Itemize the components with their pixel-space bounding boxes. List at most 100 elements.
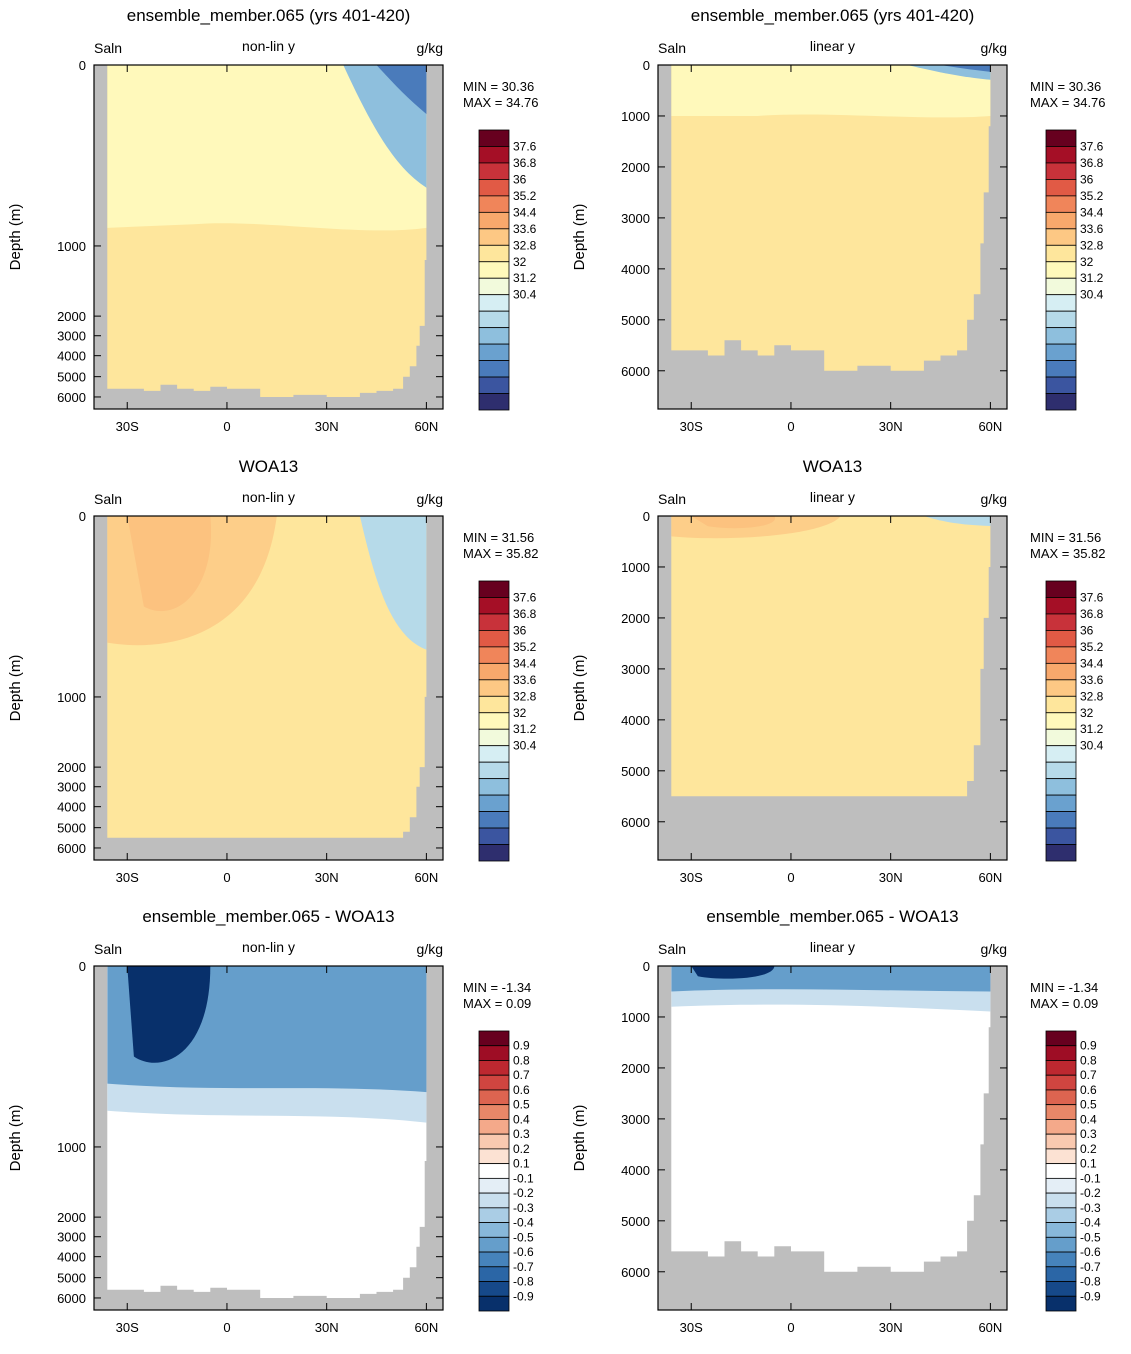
colorbar-bin: [478, 662, 510, 681]
colorbar-label: 0.8: [1080, 1053, 1097, 1067]
max-label: MAX = 34.76: [463, 95, 539, 110]
colorbar-label: -0.3: [513, 1201, 534, 1215]
max-label: MAX = 0.09: [463, 996, 531, 1011]
colorbar-bin: [1045, 811, 1077, 829]
ocean-region: [664, 65, 991, 371]
colorbar-bin: [478, 1192, 510, 1209]
colorbar-bin: [478, 277, 510, 296]
y-tick-label: 4000: [621, 713, 650, 728]
units-label: g/kg: [417, 491, 443, 507]
colorbar: 37.6 36.8 36 35.2 34.4 33.6 32.8 32 31.2 30.4: [478, 129, 537, 411]
colorbar-label: -0.3: [1080, 1201, 1101, 1215]
colorbar-label: 0.4: [1080, 1112, 1097, 1126]
colorbar-label: 32: [513, 706, 527, 720]
colorbar-bin: [478, 244, 510, 263]
x-tick-label: 60N: [978, 870, 1002, 885]
colorbar-label: 36: [1080, 172, 1094, 186]
panel-1-0: 0 1000 2000 3000 4000 5000 6000 30S 0 30N 60N WOA13…: [7, 457, 539, 885]
x-tick-label: 30S: [680, 870, 703, 885]
axis-scale-label: linear y: [810, 489, 855, 505]
colorbar-bin: [478, 597, 510, 615]
colorbar-bin: [478, 1266, 510, 1282]
colorbar-label: 34.4: [1080, 205, 1104, 219]
section-field: [94, 966, 443, 1310]
colorbar-label: 37.6: [1080, 139, 1104, 153]
x-tick-label: 0: [787, 419, 794, 434]
colorbar-label: 36.8: [513, 607, 537, 621]
ocean-region: [100, 516, 427, 838]
panel-1-1: 0 1000 2000 3000 4000 5000 6000 30S 0 30N 60N WOA13…: [571, 457, 1106, 885]
ocean-region: [100, 966, 427, 1298]
colorbar-label: 32.8: [1080, 689, 1104, 703]
colorbar-bin: [478, 728, 510, 747]
x-tick-label: 0: [787, 1320, 794, 1335]
panel-title: ensemble_member.065 - WOA13: [142, 907, 394, 926]
colorbar-bin: [1045, 844, 1077, 862]
colorbar-bin: [478, 1089, 510, 1106]
colorbar-label: -0.4: [513, 1216, 534, 1230]
colorbar-label: 36: [513, 623, 527, 637]
colorbar-label: 0.9: [1080, 1039, 1097, 1053]
colorbar-label: 32.8: [1080, 238, 1104, 252]
x-tick-label: 30N: [879, 1320, 903, 1335]
panel-title: WOA13: [803, 457, 863, 476]
colorbar-bin: [478, 778, 510, 796]
panel-frame: [93, 64, 444, 410]
low-salinity-layer: [671, 65, 991, 118]
colorbar-bin: [478, 712, 510, 730]
x-tick-label: 30S: [116, 419, 139, 434]
low-salinity-layer: [107, 65, 427, 231]
colorbar-bin: [1045, 294, 1077, 312]
colorbar-bin: [478, 146, 510, 164]
colorbar-label: 0.1: [1080, 1157, 1097, 1171]
y-tick-label: 6000: [621, 1265, 650, 1280]
axis-scale-label: non-lin y: [242, 489, 295, 505]
colorbar-bin: [1045, 211, 1077, 230]
colorbar-bin: [478, 261, 510, 279]
colorbar-bin: [1045, 613, 1077, 631]
section-field: [658, 966, 1007, 1310]
y-tick-label: 4000: [57, 800, 86, 815]
colorbar-bin: [478, 310, 510, 329]
colorbar-bin: [478, 211, 510, 230]
x-tick-label: 0: [787, 870, 794, 885]
y-tick-label: 1000: [57, 690, 86, 705]
salty-upper-ocean: [107, 516, 277, 646]
colorbar-bin: [1045, 244, 1077, 263]
colorbar-bin: [1045, 343, 1077, 361]
colorbar-bin: [1045, 1133, 1077, 1150]
colorbar-bin: [478, 129, 510, 147]
colorbar: 37.6 36.8 36 35.2 34.4 33.6 32.8 32 31.2 30.4: [478, 580, 537, 862]
y-tick-label: 5000: [57, 1271, 86, 1286]
field-label: Saln: [94, 491, 122, 507]
colorbar-bin: [478, 745, 510, 763]
y-tick-label: 2000: [57, 760, 86, 775]
colorbar-label: 36.8: [513, 156, 537, 170]
y-tick-label: 1000: [57, 1140, 86, 1155]
ocean-region: [664, 516, 991, 797]
y-tick-label: 3000: [621, 211, 650, 226]
colorbar-bin: [478, 761, 510, 780]
colorbar-bin: [1045, 728, 1077, 747]
colorbar-bin: [1045, 712, 1077, 730]
y-tick-label: 4000: [621, 1163, 650, 1178]
y-tick-label: 1000: [621, 1010, 650, 1025]
colorbar-bin: [1045, 1281, 1077, 1297]
colorbar-label: 30.4: [513, 288, 537, 302]
colorbar-label: 36.8: [1080, 607, 1104, 621]
y-tick-label: 0: [79, 959, 86, 974]
y-tick-label: 5000: [621, 764, 650, 779]
colorbar-bin: [1045, 1236, 1077, 1253]
axis-scale-label: non-lin y: [242, 939, 295, 955]
field-label: Saln: [658, 40, 686, 56]
colorbar-bin: [1045, 1045, 1077, 1061]
colorbar-bin: [478, 1236, 510, 1253]
colorbar-bin: [1045, 146, 1077, 164]
units-label: g/kg: [981, 941, 1007, 957]
colorbar-label: -0.5: [513, 1230, 534, 1244]
colorbar-label: 37.6: [513, 590, 537, 604]
salty-upper-ocean: [671, 516, 841, 539]
colorbar-bin: [1045, 162, 1077, 180]
colorbar-bin: [478, 1030, 510, 1047]
colorbar-bin: [1045, 1163, 1077, 1179]
